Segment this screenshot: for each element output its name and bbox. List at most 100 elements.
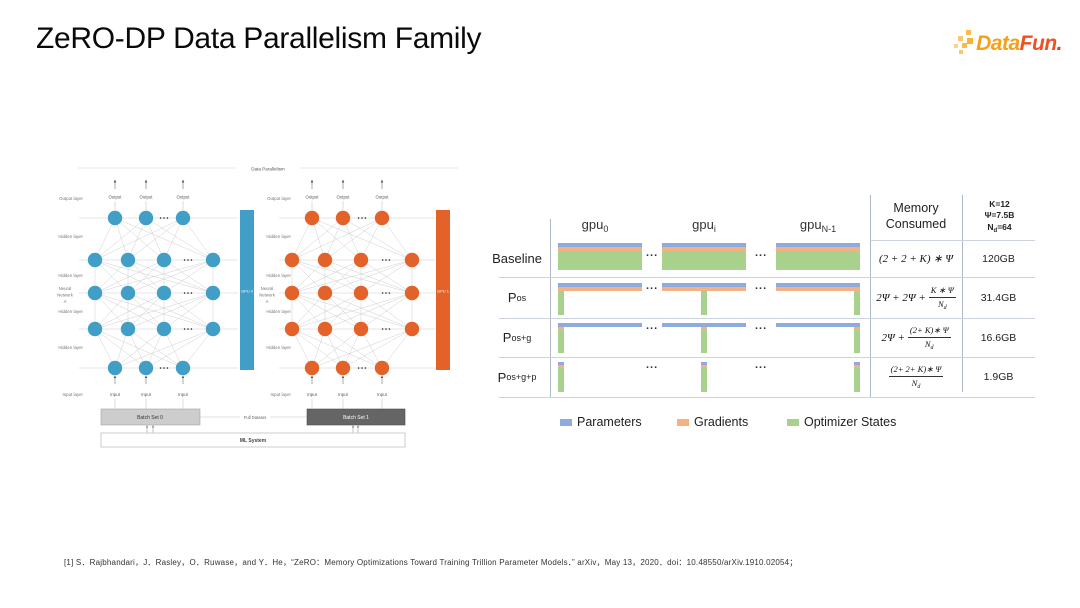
connection-line — [127, 259, 214, 294]
connection-line — [360, 259, 413, 294]
ellipsis-dot — [364, 217, 367, 219]
connection-line — [291, 259, 326, 294]
neuron-node — [156, 321, 172, 337]
neuron-node — [404, 285, 420, 301]
ellipsis-dot — [357, 367, 360, 369]
ellipsis-dot — [159, 217, 162, 219]
connection-line — [324, 292, 413, 330]
neuron-node — [175, 360, 191, 376]
connection-line — [324, 259, 413, 294]
neuron-node — [374, 360, 390, 376]
connection-line — [342, 217, 362, 261]
divider — [550, 219, 551, 397]
connection-line — [127, 217, 184, 261]
connection-line — [94, 217, 116, 261]
input-layer-label: Input layer — [270, 392, 291, 397]
input-node-label: Input — [141, 392, 151, 397]
neuron-node — [317, 252, 333, 268]
neuron-node — [353, 252, 369, 268]
neuron-node — [156, 285, 172, 301]
ellipsis-dot — [183, 292, 186, 294]
connection-line — [94, 292, 214, 330]
ellipsis-dot — [163, 217, 165, 219]
arrow-up-icon — [113, 179, 117, 183]
connection-line — [291, 328, 344, 369]
parameters-swatch-icon — [560, 419, 572, 426]
diagram-title: Data Parallelism — [251, 167, 285, 172]
neuron-node — [205, 285, 221, 301]
legend-parameters: Parameters — [560, 415, 642, 429]
connection-line — [342, 217, 413, 261]
gpu-0-bar — [240, 210, 254, 370]
connection-line — [114, 217, 214, 261]
connection-line — [311, 328, 362, 369]
connection-line — [114, 217, 129, 261]
input-node-label: Input — [377, 392, 387, 397]
data-parallelism-diagram: Data Parallelism Output Output Output Input I… — [35, 155, 480, 455]
neural-network-svg: Data Parallelism Output Output Output Input I… — [57, 163, 458, 448]
zero-memory-figure: gpu0 gpui gpuN-1 Memory Consumed K=12 Ψ=… — [487, 195, 1047, 440]
ml-system-box — [100, 432, 406, 448]
neuron-node — [107, 210, 123, 226]
hidden-layer-label: Hidden layer — [266, 345, 291, 350]
neuron-node — [138, 360, 154, 376]
memory-bar-group — [776, 323, 860, 353]
logo-pixels-icon — [954, 30, 974, 54]
memory-formula: 2Ψ + (2+ K)∗ Ψ Nd — [881, 324, 951, 351]
memory-consumed-header: Memory Consumed — [885, 201, 947, 231]
neuron-node — [353, 321, 369, 337]
input-layer-label: Input layer — [62, 392, 83, 397]
memory-bar-group — [558, 283, 642, 315]
connection-line — [94, 292, 165, 330]
arrow-up-icon — [351, 425, 355, 428]
ellipsis-dot — [190, 292, 193, 294]
connection-line — [291, 217, 313, 261]
ellipsis-dot — [357, 217, 360, 219]
ellipsis-dot — [361, 217, 363, 219]
neuron-node — [335, 210, 351, 226]
output-node-label: Output — [177, 195, 191, 200]
gpui-header: gpui — [692, 217, 716, 234]
connection-line — [182, 217, 214, 261]
connection-line — [324, 328, 383, 369]
divider — [499, 318, 1035, 319]
ellipsis-dot — [364, 367, 367, 369]
connection-line — [291, 217, 383, 261]
ellipsis-dot — [187, 292, 189, 294]
neuron-node — [353, 285, 369, 301]
divider — [962, 195, 963, 392]
ellipsis-dot — [388, 292, 391, 294]
connection-line — [145, 328, 214, 369]
connection-line — [311, 328, 413, 369]
neuron-node — [205, 321, 221, 337]
full-dataset-label: Full Dataset — [244, 415, 267, 420]
neuron-node — [205, 252, 221, 268]
connection-line — [127, 328, 184, 369]
arrow-up-icon — [380, 179, 384, 183]
connection-line — [163, 292, 214, 330]
network-name-label: A — [64, 299, 67, 304]
connection-line — [94, 259, 165, 294]
arrow-up-icon — [341, 375, 345, 378]
memory-bar-group — [662, 283, 746, 315]
ellipsis-dot — [381, 292, 384, 294]
ellipsis-dot — [381, 259, 384, 261]
neuron-node — [284, 321, 300, 337]
neuron-node — [284, 252, 300, 268]
hidden-layer-label: Hidden layer — [266, 309, 291, 314]
hidden-layer-label: Hidden layer — [266, 273, 291, 278]
neuron-node — [317, 285, 333, 301]
batch-set-0-label: Batch Set 0 — [137, 415, 163, 421]
citation: [1] S．Rajbhandari，J．Rasley，O．Ruwase，and … — [64, 558, 798, 567]
memory-bar-group — [776, 362, 860, 392]
neuron-node — [87, 321, 103, 337]
network-name-label: A — [266, 299, 269, 304]
input-node-label: Input — [110, 392, 120, 397]
memory-bar-group — [776, 243, 860, 270]
neuron-node — [120, 252, 136, 268]
neuron-node — [156, 252, 172, 268]
divider — [870, 240, 1035, 241]
connection-line — [360, 328, 383, 369]
